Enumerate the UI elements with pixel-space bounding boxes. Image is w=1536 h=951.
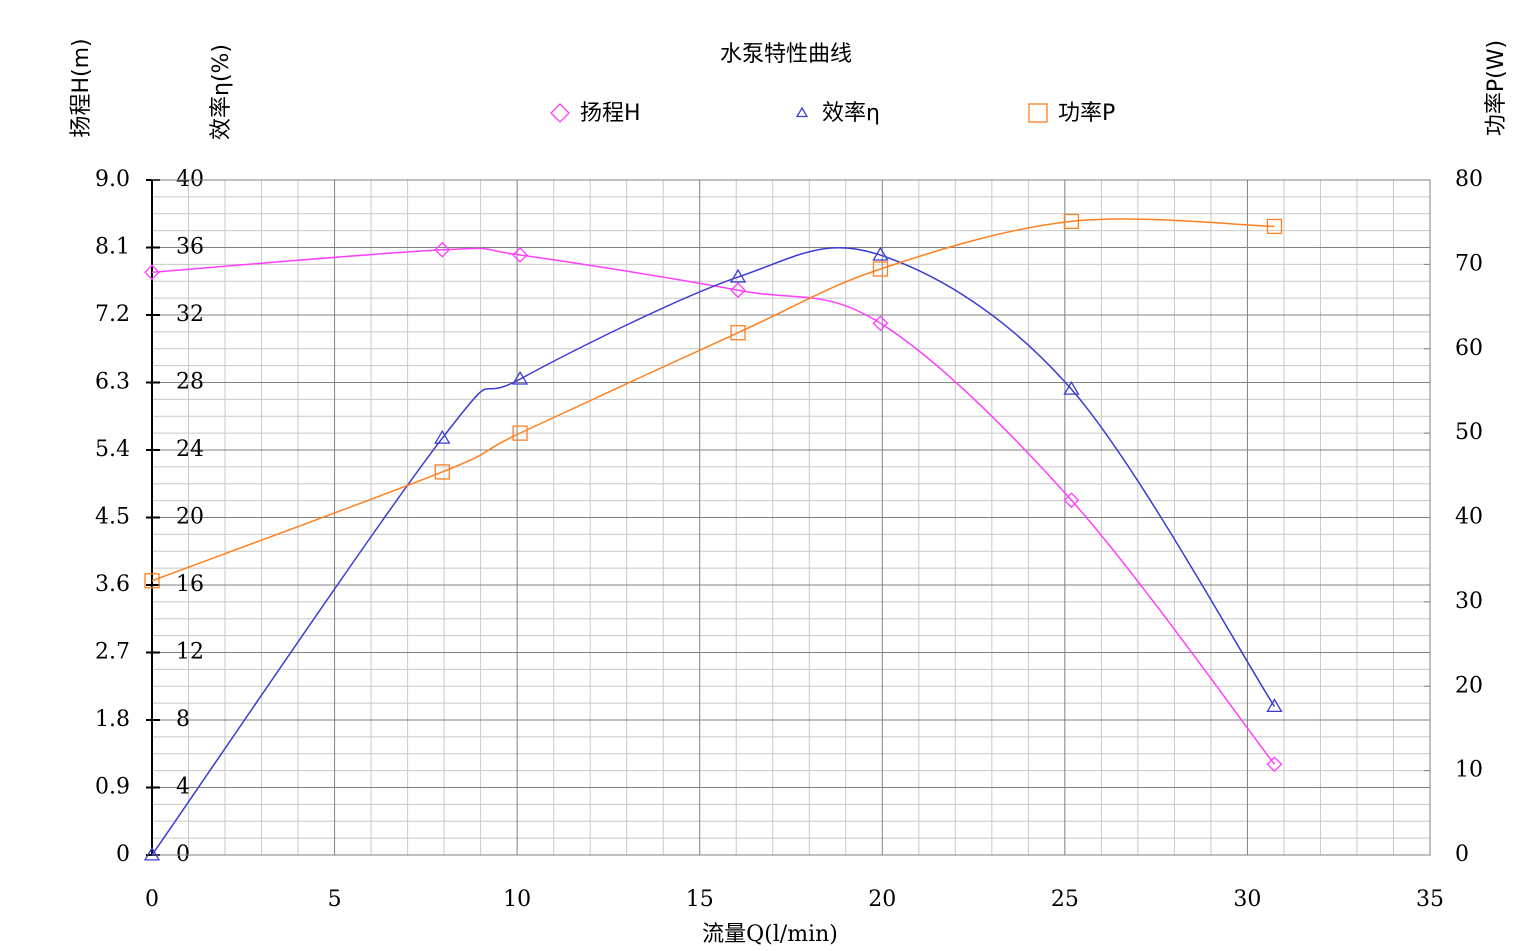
y-tick-label: 2.7 — [95, 640, 130, 665]
marker — [1063, 213, 1080, 229]
y2-tick-label: 30 — [1455, 589, 1483, 614]
marker — [729, 268, 747, 283]
y3-axis-title: 效率η(%) — [209, 44, 234, 140]
marker — [144, 573, 160, 589]
marker — [434, 241, 451, 258]
y2-tick-label: 40 — [1455, 505, 1483, 530]
x-tick-label: 35 — [1416, 887, 1444, 912]
x-tick-label: 25 — [1051, 887, 1079, 912]
marker — [1028, 103, 1048, 123]
y2-tick-label: 10 — [1455, 758, 1483, 783]
y3-tick-label: 12 — [176, 640, 204, 665]
y3-tick-label: 36 — [176, 235, 204, 260]
y-tick-label: 0 — [116, 842, 130, 867]
y3-tick-label: 16 — [176, 572, 204, 597]
y-tick-label: 1.8 — [95, 707, 130, 732]
y2-tick-label: 50 — [1455, 420, 1483, 445]
marker — [730, 325, 746, 341]
marker — [872, 261, 889, 277]
marker — [730, 282, 746, 299]
x-tick-label: 15 — [686, 887, 714, 912]
marker — [872, 315, 889, 332]
grid — [151, 179, 1431, 856]
marker — [511, 370, 529, 385]
legend-label: 扬程H — [580, 101, 641, 126]
y2-tick-label: 0 — [1455, 842, 1469, 867]
marker — [795, 106, 809, 118]
y3-tick-label: 4 — [176, 775, 190, 800]
chart-title: 水泵特性曲线 — [720, 42, 852, 67]
series-line — [151, 247, 1276, 765]
y3-tick-label: 8 — [176, 707, 190, 732]
y-tick-label: 7.2 — [95, 302, 130, 327]
y-tick-label: 8.1 — [95, 235, 130, 260]
y-axis-title: 扬程H(m) — [69, 38, 94, 137]
series-line — [151, 246, 1276, 856]
y3-tick-label: 28 — [176, 370, 204, 395]
y-tick-label: 3.6 — [95, 572, 130, 597]
marker — [434, 464, 450, 480]
x-tick-label: 20 — [868, 887, 896, 912]
y2-tick-label: 70 — [1455, 251, 1483, 276]
y3-tick-label: 24 — [176, 437, 204, 462]
y-tick-label: 9.0 — [95, 167, 130, 192]
y-tick-label: 5.4 — [95, 437, 130, 462]
series-line — [151, 218, 1275, 582]
y-tick-label: 4.5 — [95, 505, 130, 530]
legend-label: 效率η — [822, 101, 880, 126]
x-tick-label: 10 — [503, 887, 531, 912]
marker — [512, 425, 528, 441]
marker — [512, 247, 528, 263]
y2-axis-title: 功率P(W) — [1484, 40, 1509, 136]
x-tick-label: 0 — [145, 887, 159, 912]
y3-tick-label: 20 — [176, 505, 204, 530]
legend-label: 功率P — [1058, 101, 1115, 126]
x-axis-title: 流量Q(l/min) — [702, 922, 838, 947]
x-tick-label: 5 — [328, 887, 342, 912]
marker — [550, 103, 570, 123]
marker — [144, 264, 160, 281]
marker — [1266, 756, 1283, 773]
marker — [143, 846, 161, 861]
marker — [872, 246, 889, 261]
y-tick-label: 6.3 — [95, 370, 130, 395]
y-tick-label: 0.9 — [95, 775, 130, 800]
marker — [1266, 218, 1283, 235]
marker — [1063, 380, 1080, 395]
x-tick-label: 30 — [1233, 887, 1261, 912]
y3-tick-label: 32 — [176, 302, 204, 327]
marker — [1063, 492, 1080, 509]
y2-tick-label: 20 — [1455, 673, 1483, 698]
y2-tick-label: 80 — [1455, 167, 1483, 192]
marker — [434, 429, 451, 444]
y2-tick-label: 60 — [1455, 336, 1483, 361]
marker — [1266, 698, 1283, 713]
